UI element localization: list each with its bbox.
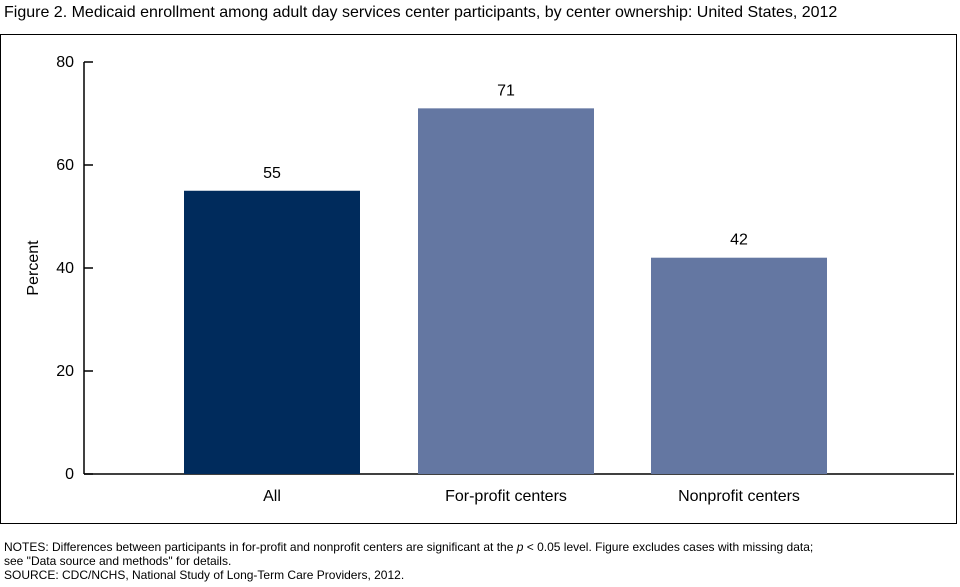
y-tick-label: 0 — [65, 466, 74, 483]
bar-chart: 0 20 40 60 80 Percent 55 All 71 For-profit cente… — [25, 54, 954, 505]
notes-p-symbol: p — [516, 540, 524, 554]
notes-line-1: NOTES: Differences between participants … — [4, 540, 954, 554]
bar — [651, 257, 827, 474]
y-axis-label: Percent — [25, 240, 42, 296]
notes: NOTES: Differences between participants … — [4, 540, 954, 582]
y-tick-label: 40 — [56, 260, 74, 277]
bar — [184, 190, 360, 474]
y-tick-label: 60 — [56, 157, 74, 174]
notes-line-2: see "Data source and methods" for detail… — [4, 554, 232, 568]
category-label: All — [263, 488, 281, 505]
category-label: Nonprofit centers — [678, 488, 800, 505]
notes-text-a: NOTES: Differences between participants … — [4, 540, 517, 554]
bar-value-label: 42 — [730, 232, 748, 249]
chart-frame: 0 20 40 60 80 Percent 55 All 71 For-profit cente… — [0, 34, 957, 524]
bar — [418, 108, 594, 474]
source-line: SOURCE: CDC/NCHS, National Study of Long… — [4, 568, 405, 582]
notes-text-b: < 0.05 level. Figure excludes cases with… — [523, 540, 814, 554]
figure-title: Figure 2. Medicaid enrollment among adul… — [4, 4, 838, 21]
bar-value-label: 55 — [263, 165, 281, 182]
bars: 55 All 71 For-profit centers 42 Nonprofit cen… — [184, 82, 827, 505]
category-label: For-profit centers — [445, 488, 567, 505]
bar-value-label: 71 — [497, 82, 515, 99]
y-tick-label: 80 — [56, 54, 74, 71]
y-tick-label: 20 — [56, 363, 74, 380]
